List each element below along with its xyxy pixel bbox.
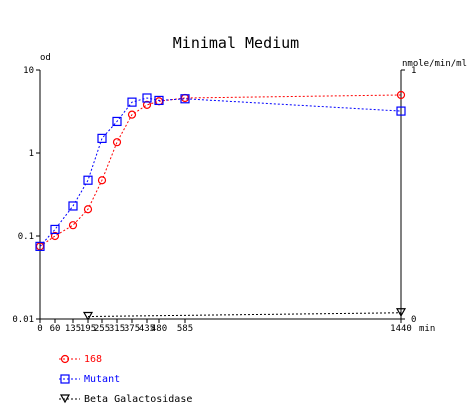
series-1-point bbox=[112, 138, 122, 147]
x-tick-label: 0 bbox=[37, 324, 42, 334]
x-tick-label: 195 bbox=[80, 324, 96, 334]
y-left-ticks: 0.01 0.1 1 10 bbox=[12, 66, 40, 325]
series-2-point bbox=[35, 241, 45, 251]
y-left-tick-label: 10 bbox=[23, 66, 34, 76]
chart-title: Minimal Medium bbox=[173, 34, 299, 52]
series-2-point bbox=[68, 201, 78, 211]
series-2-point bbox=[127, 97, 137, 107]
legend-label: 168 bbox=[84, 354, 102, 365]
x-tick-label: 60 bbox=[50, 324, 61, 334]
x-tick-label: 375 bbox=[124, 324, 140, 334]
series-1-point bbox=[83, 205, 93, 214]
x-tick-label: 435 bbox=[139, 324, 155, 334]
legend-marker bbox=[59, 394, 71, 404]
legend-marker bbox=[60, 374, 70, 384]
series-1-point bbox=[97, 176, 107, 185]
series-1-point bbox=[127, 110, 137, 119]
series-1-point bbox=[68, 221, 78, 230]
y-left-tick-label: 1 bbox=[29, 149, 34, 159]
x-tick-label: 255 bbox=[94, 324, 110, 334]
series-3-point bbox=[82, 311, 94, 321]
series-2-point bbox=[50, 224, 60, 235]
x-tick-label: 315 bbox=[109, 324, 125, 334]
legend-label: Beta Galactosidase bbox=[84, 394, 192, 405]
legend: 168 Mutant Beta Galactosidase bbox=[59, 354, 192, 405]
series-2-point bbox=[142, 93, 152, 103]
series-1-point bbox=[396, 90, 406, 100]
series-line-2 bbox=[39, 97, 402, 247]
y-left-tick-label: 0.01 bbox=[12, 315, 34, 325]
x-tick-label: 480 bbox=[151, 324, 167, 334]
x-axis-label: min bbox=[419, 324, 435, 334]
y-right-ticks: 01 bbox=[401, 66, 416, 325]
x-tick-label: 135 bbox=[65, 324, 81, 334]
series-2-point bbox=[180, 94, 190, 104]
series-2-point bbox=[154, 95, 164, 106]
y-right-tick-label: 1 bbox=[411, 66, 416, 76]
series-3-point bbox=[395, 308, 407, 317]
y-right-tick-label: 0 bbox=[411, 315, 416, 325]
series-line-1 bbox=[39, 94, 402, 247]
series-1-point bbox=[142, 100, 152, 109]
y-right-axis-label: nmole/min/ml bbox=[402, 59, 467, 69]
series-2-point bbox=[83, 175, 93, 185]
series-1-point bbox=[50, 231, 60, 241]
y-left-axis-label: od bbox=[40, 53, 51, 63]
series-2-point bbox=[112, 116, 122, 127]
x-tick-label: 1440 bbox=[390, 324, 412, 334]
x-tick-label: 585 bbox=[177, 324, 193, 334]
series-2-point bbox=[396, 106, 406, 116]
legend-label: Mutant bbox=[84, 374, 120, 385]
y-left-tick-label: 0.1 bbox=[18, 232, 34, 242]
series-line-3 bbox=[87, 312, 402, 318]
series-2-point bbox=[97, 133, 107, 143]
legend-marker bbox=[60, 354, 70, 364]
series-layer bbox=[35, 90, 407, 321]
